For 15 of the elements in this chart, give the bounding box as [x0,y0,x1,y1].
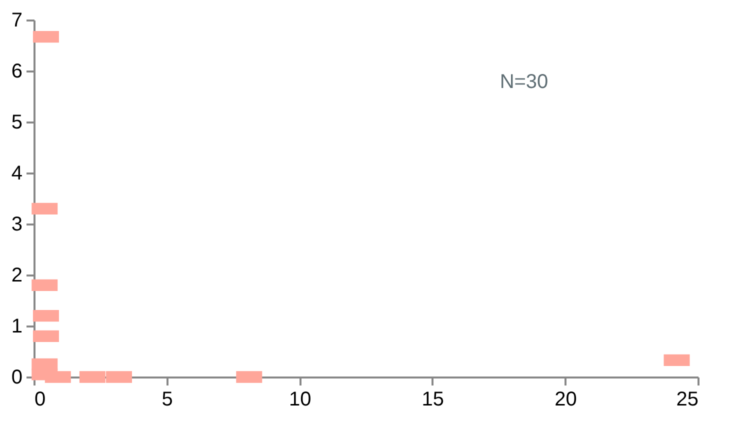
y-tick-label: 1 [11,316,22,338]
y-tick-label: 2 [11,264,22,286]
x-tick-label: 15 [422,388,444,410]
y-tick-label: 0 [11,366,22,388]
y-tick-label: 3 [11,214,22,236]
x-tick-label: 5 [162,388,173,410]
x-tick-label: 20 [554,388,577,410]
y-tick-label: 7 [11,10,22,32]
y-tick-label: 5 [11,112,22,134]
annotation: N=30 [500,71,548,93]
y-tick-label: 6 [11,60,22,82]
x-tick-label: 10 [288,388,312,410]
x-tick-label: 0 [34,388,46,410]
x-tick-label: 25 [676,388,698,410]
y-tick-label: 4 [11,162,22,184]
